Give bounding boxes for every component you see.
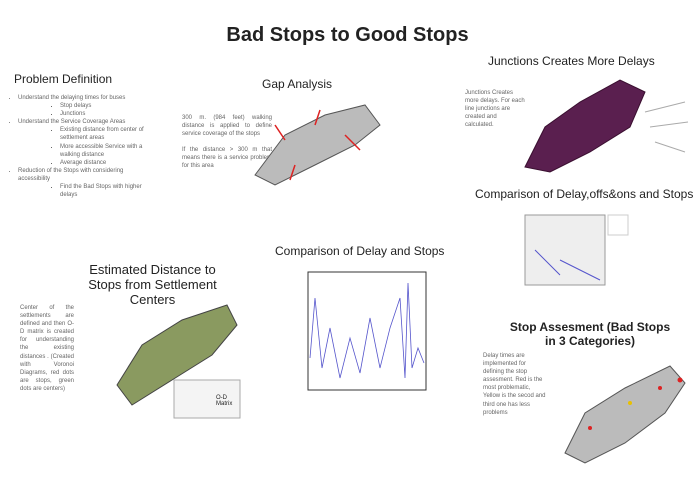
sub-item: Stop delays	[60, 102, 156, 110]
sub-list: Existing distance from center of settlem…	[18, 126, 156, 166]
list: Understand the delaying times for busesS…	[6, 94, 156, 199]
matrix-label: O-D Matrix	[216, 395, 233, 407]
section-title: Comparison of Delay and Stops	[275, 244, 445, 258]
distance-text: Center of the settlements are defined an…	[20, 305, 74, 392]
section-title: Problem Definition	[14, 72, 113, 86]
section-title: Comparison of Delay,offs&ons and Stops	[475, 187, 694, 201]
junctions-map	[524, 79, 689, 173]
junctions-text: Junctions Creates more delays. For each …	[465, 90, 525, 129]
section-title: Junctions Creates More Delays	[488, 54, 655, 68]
sub-list: Stop delaysJunctions	[18, 102, 156, 118]
section-title: Estimated Distance to Stops from Settlem…	[88, 262, 217, 307]
sub-item: Existing distance from center of settlem…	[60, 126, 156, 142]
sub-item: More accessible Service with a walking d…	[60, 143, 156, 159]
sub-item: Average distance	[60, 159, 156, 167]
gap-text: 300 m. (984 feet) walking distance is ap…	[182, 114, 272, 171]
list-item: Understand the Service Coverage Areas	[18, 118, 156, 126]
paragraph: If the distance > 300 m that means there…	[182, 147, 272, 170]
sub-item: Find the Bad Stops with higher delays	[60, 183, 156, 199]
list-item: Understand the delaying times for buses	[18, 94, 156, 102]
section-title: Gap Analysis	[262, 77, 333, 91]
assessment-map	[564, 365, 686, 464]
sub-item: Junctions	[60, 110, 156, 118]
problem-list: Understand the delaying times for busesS…	[6, 94, 156, 199]
delay-chart	[307, 271, 427, 391]
title: Bad Stops to Good Stops	[226, 24, 469, 46]
list-item: Reduction of the Stops with considering …	[18, 167, 156, 183]
offs-chart	[524, 214, 629, 286]
section-title: Stop Assesment (Bad Stops in 3 Categorie…	[509, 320, 671, 348]
assessment-text: Delay times are implemented for defining…	[483, 353, 546, 416]
paragraph: 300 m. (984 feet) walking distance is ap…	[182, 115, 272, 138]
sub-list: Find the Bad Stops with higher delays	[18, 183, 156, 199]
distance-map	[116, 304, 241, 419]
gap-map	[254, 104, 381, 186]
